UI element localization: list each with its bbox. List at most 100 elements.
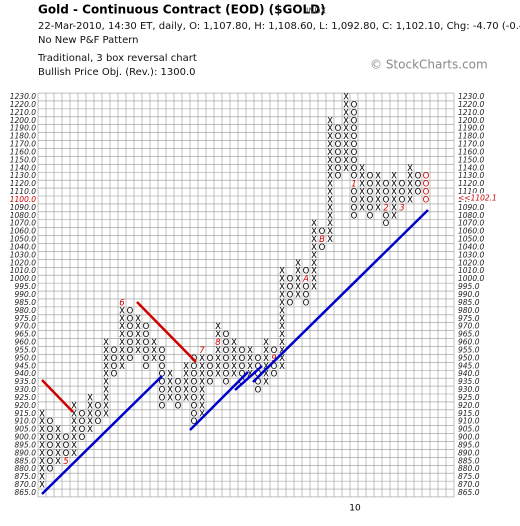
x-box: X	[343, 148, 349, 158]
o-box: O	[255, 354, 262, 364]
y-tick-label-right: 910.0	[458, 417, 480, 426]
x-box: X	[391, 188, 397, 198]
o-box: O	[415, 188, 422, 198]
x-box: X	[343, 93, 349, 103]
o-box: O	[47, 449, 54, 459]
x-box: X	[103, 409, 109, 419]
x-box: X	[343, 140, 349, 150]
x-box: X	[279, 275, 285, 285]
y-tick-label-right: 1060.0	[458, 227, 484, 236]
x-box: X	[327, 148, 333, 158]
y-tick-label: 1180.0	[10, 132, 36, 141]
o-box: O	[159, 386, 166, 396]
y-tick-label-right: 870.0	[458, 480, 480, 489]
pf-column: OOO	[415, 172, 422, 198]
x-box: X	[231, 362, 237, 372]
trendlines	[41, 209, 429, 495]
x-box: X	[71, 425, 77, 435]
y-tick-label-right: 1000.0	[458, 274, 484, 283]
o-box: O	[287, 291, 294, 301]
x-box: X	[55, 433, 61, 443]
x-box: X	[343, 156, 349, 166]
o-box: O	[351, 203, 358, 213]
y-tick-label: 955.0	[15, 345, 37, 354]
o-box: O	[239, 370, 246, 380]
o-box: O	[223, 362, 230, 372]
x-box: X	[279, 322, 285, 332]
o-box: O	[127, 330, 134, 340]
y-tick-label-right: 930.0	[458, 385, 480, 394]
o-box: O	[351, 195, 358, 205]
y-tick-label: 1120.0	[10, 179, 36, 188]
y-tick-label-right: 1200.0	[458, 116, 484, 125]
x-box: X	[311, 235, 317, 245]
y-tick-label: 990.0	[15, 290, 37, 299]
y-tick-label-right: 1210.0	[458, 108, 484, 117]
y-tick-label-right: 1190.0	[458, 124, 484, 133]
y-tick-label-right: 900.0	[458, 433, 480, 442]
o-box: O	[191, 378, 198, 388]
month-marker: 8	[215, 338, 221, 348]
o-box: O	[367, 203, 374, 213]
x-box: X	[247, 354, 253, 364]
o-box: O	[351, 172, 358, 182]
o-box: O	[303, 291, 310, 301]
y-tick-label: 995.0	[15, 282, 37, 291]
o-box: O	[367, 172, 374, 182]
x-box: X	[215, 362, 221, 372]
x-box: X	[311, 275, 317, 285]
y-tick-label: 925.0	[15, 393, 37, 402]
o-box: O	[95, 409, 102, 419]
watermark: © StockCharts.com	[370, 58, 488, 72]
x-box: X	[327, 180, 333, 190]
o-box: O	[351, 148, 358, 158]
y-tick-label: 1100.0	[10, 195, 36, 204]
y-tick-label-right: 1150.0	[458, 155, 484, 164]
o-box: O	[367, 188, 374, 198]
x-box: X	[295, 259, 301, 269]
y-tick-label: 920.0	[15, 401, 37, 410]
y-tick-label-right: 920.0	[458, 401, 480, 410]
x-box: X	[215, 322, 221, 332]
y-tick-label-right: 950.0	[458, 353, 480, 362]
x-box: X	[231, 338, 237, 348]
x-box: X	[183, 362, 189, 372]
x-box: X	[391, 203, 397, 213]
o-box: O	[143, 338, 150, 348]
x-box: X	[311, 243, 317, 253]
x-box: X	[119, 322, 125, 332]
x-box: X	[199, 354, 205, 364]
y-tick-label: 895.0	[15, 440, 37, 449]
x-box: X	[279, 267, 285, 277]
x-box: X	[279, 362, 285, 372]
o-box: O	[111, 354, 118, 364]
x-box: X	[55, 457, 61, 467]
x-box: X	[199, 378, 205, 388]
x-box: X	[311, 267, 317, 277]
x-box: X	[55, 425, 61, 435]
o-box: O	[127, 322, 134, 332]
o-box: O	[287, 275, 294, 285]
x-box: X	[199, 409, 205, 419]
y-tick-label-right: 940.0	[458, 369, 480, 378]
y-tick-label-right: 970.0	[458, 322, 480, 331]
x-box: X	[407, 195, 413, 205]
x-box: X	[215, 346, 221, 356]
y-tick-label-right: 955.0	[458, 345, 480, 354]
y-tick-label-right: 935.0	[458, 377, 480, 386]
x-box: X	[311, 219, 317, 229]
x-box: X	[71, 449, 77, 459]
x-box: X	[279, 314, 285, 324]
y-tick-label-right: 1130.0	[458, 171, 484, 180]
o-box: O	[191, 401, 198, 411]
